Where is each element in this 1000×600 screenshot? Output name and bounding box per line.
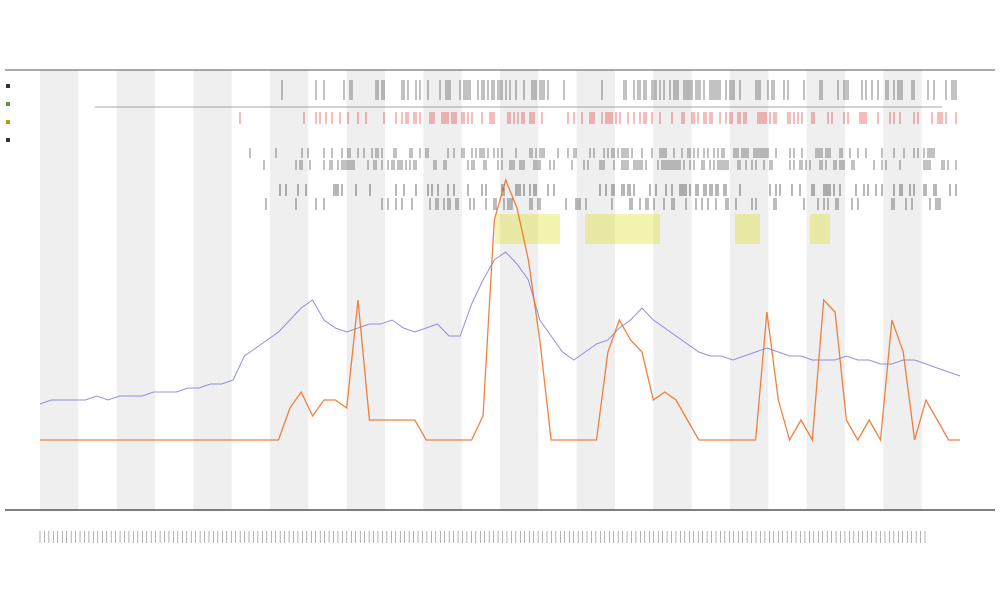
background-band xyxy=(193,70,232,510)
background-band xyxy=(270,70,309,510)
annotation-band xyxy=(735,214,760,244)
background-band xyxy=(806,70,845,510)
legend-swatch xyxy=(6,84,10,88)
background-band xyxy=(576,70,615,510)
background-band xyxy=(500,70,539,510)
legend-swatch xyxy=(6,102,10,106)
background-band xyxy=(40,70,79,510)
background-band xyxy=(883,70,922,510)
background-band xyxy=(346,70,385,510)
background-band xyxy=(116,70,155,510)
legend-swatch xyxy=(6,120,10,124)
background-band xyxy=(730,70,769,510)
annotation-band xyxy=(585,214,660,244)
background-band xyxy=(653,70,692,510)
annotation-band xyxy=(495,214,560,244)
series-line-orange xyxy=(40,178,960,443)
background-band xyxy=(423,70,462,510)
legend-swatch xyxy=(6,138,10,142)
annotation-band xyxy=(810,214,830,244)
series-line-blue xyxy=(39,251,961,405)
